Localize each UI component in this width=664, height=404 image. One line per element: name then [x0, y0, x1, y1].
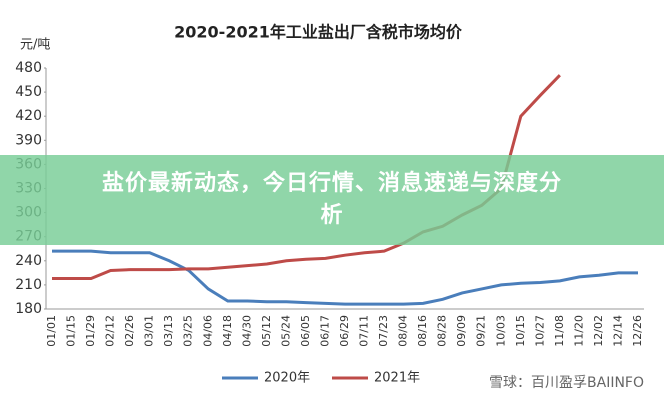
x-tick-label: 03/25	[182, 315, 195, 347]
x-tick-label: 03/13	[162, 315, 175, 347]
x-tick-label: 01/29	[84, 315, 97, 347]
x-tick-label: 01/01	[45, 315, 58, 347]
x-tick-label: 10/03	[494, 315, 507, 347]
banner-title: 盐价最新动态，今日行情、消息速递与深度分析	[102, 171, 563, 228]
chart-title: 2020-2021年工业盐出厂含税市场均价	[174, 23, 463, 42]
legend-label: 2021年	[374, 371, 420, 386]
x-tick-label: 04/30	[240, 315, 253, 347]
y-tick-label: 420	[15, 108, 42, 124]
y-tick-label: 390	[15, 132, 42, 148]
x-tick-label: 06/17	[318, 315, 331, 347]
x-tick-label: 11/08	[553, 315, 566, 347]
x-tick-label: 12/14	[611, 315, 624, 347]
x-tick-label: 07/11	[358, 315, 371, 347]
y-tick-label: 210	[15, 277, 42, 293]
y-tick-label: 450	[15, 84, 42, 100]
x-tick-label: 04/18	[221, 315, 234, 347]
x-tick-label: 12/26	[631, 315, 644, 347]
x-tick-label: 10/15	[514, 315, 527, 347]
x-tick-label: 06/05	[299, 315, 312, 347]
y-tick-label: 480	[15, 60, 42, 76]
x-tick-label: 05/24	[279, 315, 292, 347]
watermark: 雪球：百川盈孚BAIINFO	[489, 375, 644, 391]
banner: 盐价最新动态，今日行情、消息速递与深度分析	[0, 155, 664, 245]
x-tick-label: 12/02	[592, 315, 605, 347]
x-tick-label: 04/06	[201, 315, 214, 347]
x-tick-label: 05/12	[260, 315, 273, 347]
y-axis-label: 元/吨	[20, 38, 50, 53]
x-tick-label: 01/15	[65, 315, 78, 347]
x-tick-label: 09/21	[475, 315, 488, 347]
x-tick-label: 10/27	[533, 315, 546, 347]
x-tick-label: 07/23	[377, 315, 390, 347]
legend-label: 2020年	[264, 371, 310, 386]
y-tick-label: 180	[15, 301, 42, 317]
x-tick-label: 02/12	[104, 315, 117, 347]
y-tick-label: 240	[15, 253, 42, 269]
x-tick-label: 02/26	[123, 315, 136, 347]
series-line	[52, 249, 638, 306]
x-tick-label: 03/01	[143, 315, 156, 347]
x-tick-label: 09/09	[455, 315, 468, 347]
x-tick-label: 08/04	[397, 315, 410, 347]
x-tick-label: 06/29	[338, 315, 351, 347]
x-tick-label: 08/28	[436, 315, 449, 347]
x-tick-label: 11/20	[572, 315, 585, 347]
x-tick-label: 08/16	[416, 315, 429, 347]
